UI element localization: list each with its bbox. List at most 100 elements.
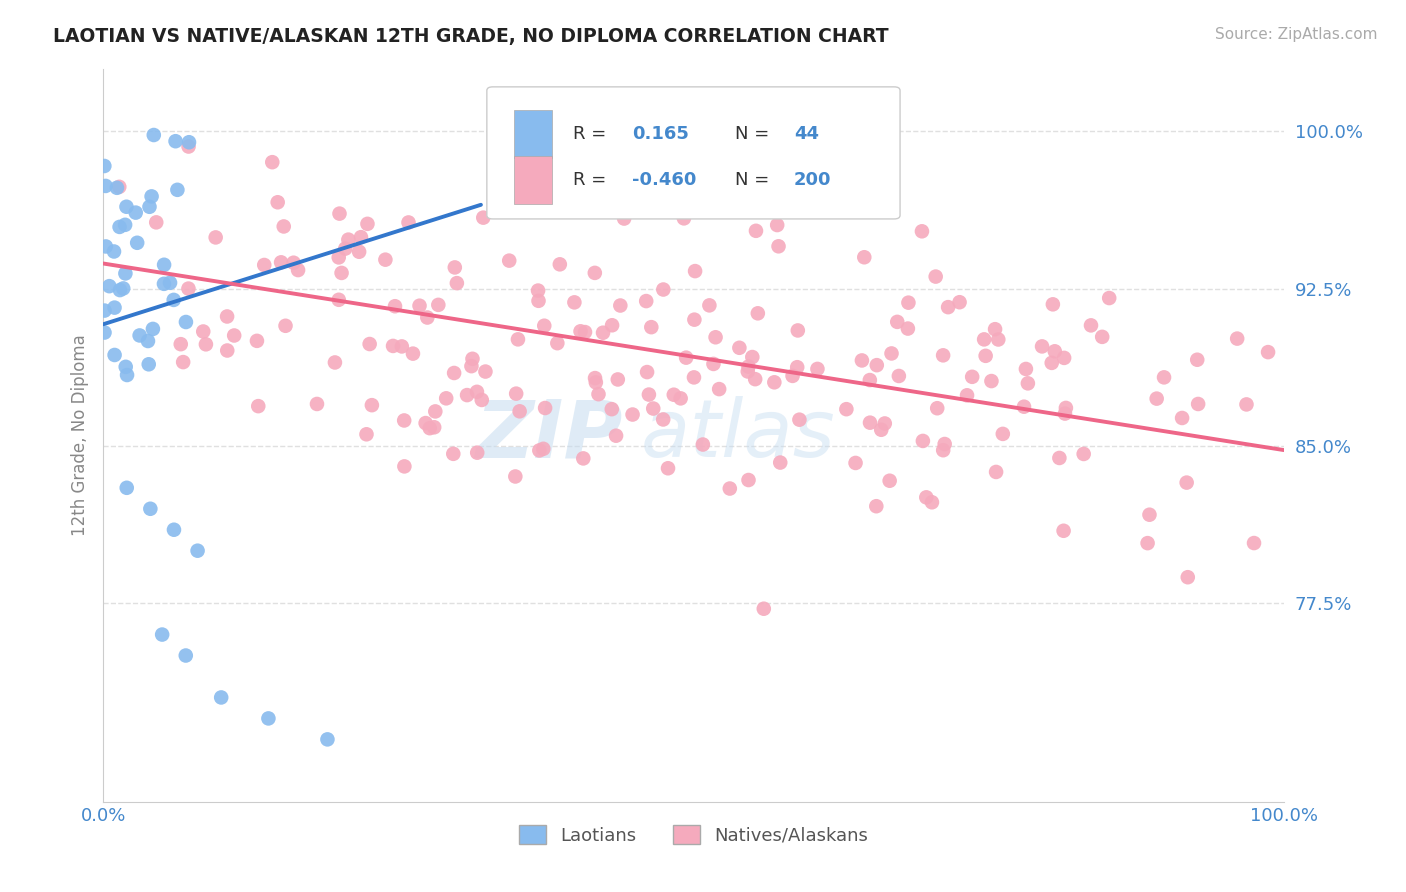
Point (1236, 397, 1258, 411)
Point (600, 318, 623, 333)
Point (974, 349, 997, 363)
Point (391, 339, 413, 353)
Point (443, 366, 465, 380)
Point (443, 260, 465, 275)
Point (973, 332, 995, 346)
Point (600, 402, 623, 417)
Point (851, 353, 873, 368)
Point (915, 491, 938, 505)
Point (93, 303, 115, 318)
Text: 200: 200 (794, 171, 831, 189)
Point (1031, 339, 1053, 353)
Point (172, 355, 194, 369)
Point (786, 360, 808, 375)
Point (1053, 351, 1076, 365)
Point (948, 295, 970, 310)
Point (1091, 330, 1114, 344)
Point (114, 359, 136, 374)
Point (253, 258, 276, 272)
Point (1043, 344, 1066, 359)
Point (94, 239, 117, 253)
Text: R =: R = (574, 125, 606, 144)
Point (274, 318, 297, 333)
Point (382, 339, 405, 353)
Point (1053, 407, 1076, 421)
Point (683, 312, 706, 326)
FancyBboxPatch shape (515, 156, 551, 204)
Point (423, 420, 446, 434)
Point (472, 211, 495, 225)
Point (583, 266, 606, 280)
Point (505, 469, 527, 483)
FancyBboxPatch shape (515, 111, 551, 158)
Text: ZIP: ZIP (475, 396, 623, 475)
Text: atlas: atlas (640, 396, 835, 475)
Point (392, 413, 415, 427)
Point (569, 324, 592, 338)
Point (956, 388, 979, 402)
Point (142, 322, 165, 336)
Point (766, 218, 789, 232)
Text: N =: N = (735, 125, 769, 144)
Point (987, 333, 1010, 347)
Point (763, 376, 786, 390)
Point (574, 325, 596, 339)
Point (163, 293, 186, 307)
Point (1136, 536, 1159, 550)
Point (174, 648, 197, 663)
Point (136, 334, 159, 348)
Point (921, 495, 943, 509)
Point (441, 447, 464, 461)
Point (128, 328, 150, 343)
Point (782, 368, 804, 383)
Point (145, 215, 167, 229)
Point (138, 200, 160, 214)
Point (224, 328, 246, 343)
Point (1073, 447, 1095, 461)
Point (911, 224, 934, 238)
Point (737, 359, 759, 374)
Point (1187, 397, 1209, 411)
Point (699, 298, 721, 312)
Point (170, 337, 193, 351)
Point (911, 434, 934, 448)
Point (747, 306, 769, 320)
Point (402, 346, 425, 360)
Point (434, 392, 457, 406)
Point (177, 282, 200, 296)
Point (657, 461, 679, 475)
Point (419, 421, 441, 435)
Point (166, 183, 188, 197)
Point (416, 310, 439, 325)
Point (187, 543, 209, 558)
Point (683, 264, 706, 278)
Point (533, 318, 555, 333)
Point (335, 242, 357, 256)
Point (702, 357, 724, 371)
Text: -0.460: -0.460 (633, 171, 696, 189)
Point (273, 219, 295, 234)
Point (328, 251, 350, 265)
Point (865, 500, 887, 514)
Point (194, 337, 217, 351)
Point (548, 257, 571, 271)
Point (704, 330, 727, 344)
Point (465, 384, 488, 399)
Point (991, 426, 1014, 441)
Point (517, 191, 540, 205)
Point (498, 253, 520, 268)
Point (886, 315, 908, 329)
Point (613, 211, 636, 226)
Point (529, 443, 551, 458)
Point (316, 732, 339, 747)
Point (217, 310, 239, 324)
Point (127, 235, 149, 250)
Point (246, 334, 269, 348)
Point (94, 178, 117, 193)
Point (408, 299, 430, 313)
Point (103, 244, 125, 259)
Point (425, 404, 447, 418)
Point (546, 336, 568, 351)
Point (394, 459, 416, 474)
Point (138, 357, 160, 371)
